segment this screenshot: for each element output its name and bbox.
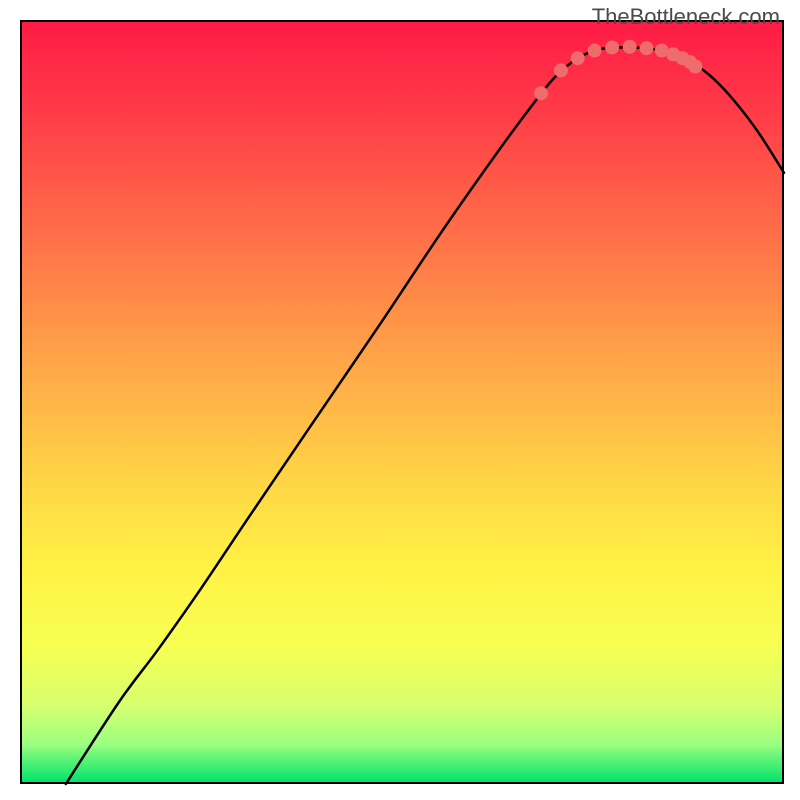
watermark-text: TheBottleneck.com bbox=[592, 4, 780, 30]
plot-area bbox=[20, 20, 784, 784]
